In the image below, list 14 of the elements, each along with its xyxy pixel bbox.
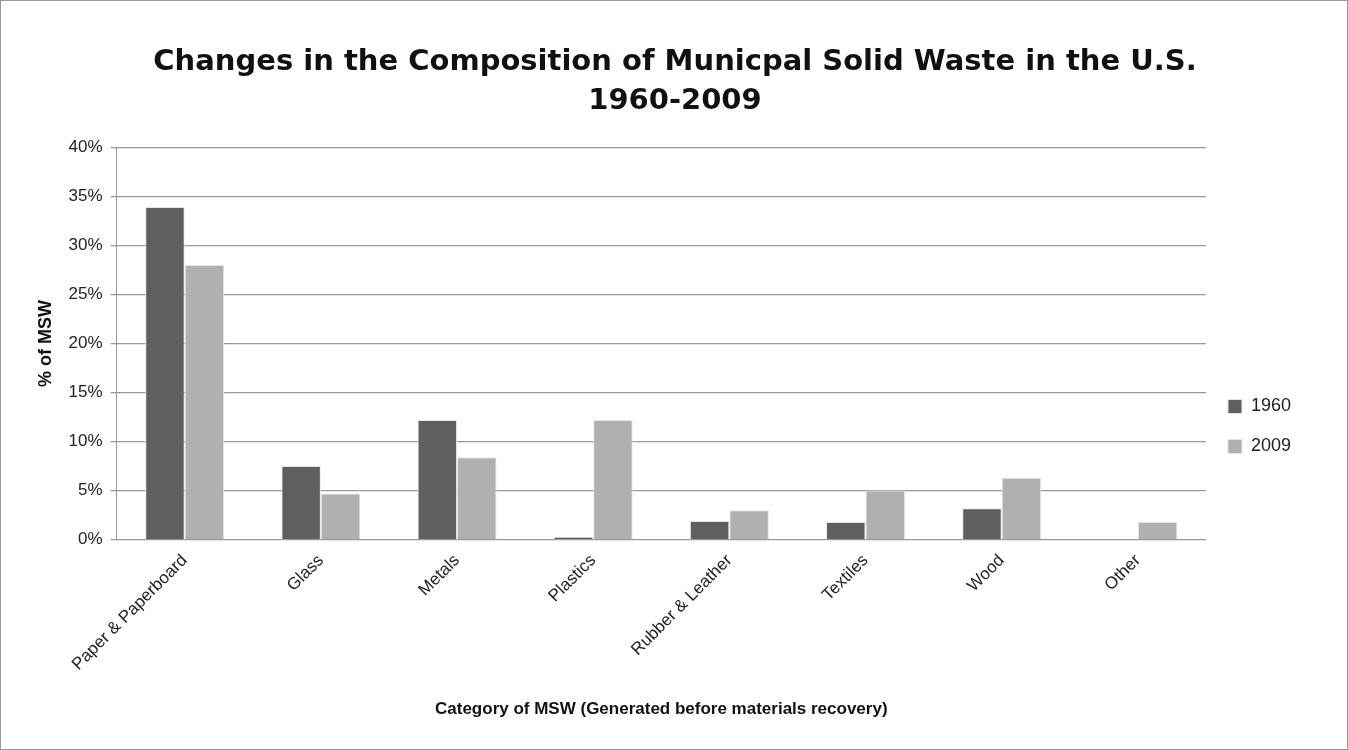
chart-title: Changes in the Composition of Municpal Solid Waste in the U.S. 1960-2009	[152, 42, 1198, 119]
y-tick-label: 30%	[68, 234, 103, 254]
legend-label: 1960	[1250, 395, 1291, 416]
y-tick-label: 0%	[78, 529, 103, 549]
y-tick-label: 10%	[68, 431, 103, 451]
y-axis-title: % of MSW	[34, 299, 55, 387]
y-tick-label: 5%	[78, 480, 103, 500]
y-tick-label: 15%	[68, 382, 103, 402]
y-tick-label: 25%	[68, 284, 103, 304]
y-tick-label: 40%	[68, 136, 103, 156]
y-tick-label: 35%	[68, 185, 103, 205]
x-axis-title: Category of MSW (Generated before materials recovery)	[435, 699, 888, 719]
y-tick-label: 20%	[68, 333, 103, 353]
legend-label: 2009	[1250, 435, 1291, 456]
